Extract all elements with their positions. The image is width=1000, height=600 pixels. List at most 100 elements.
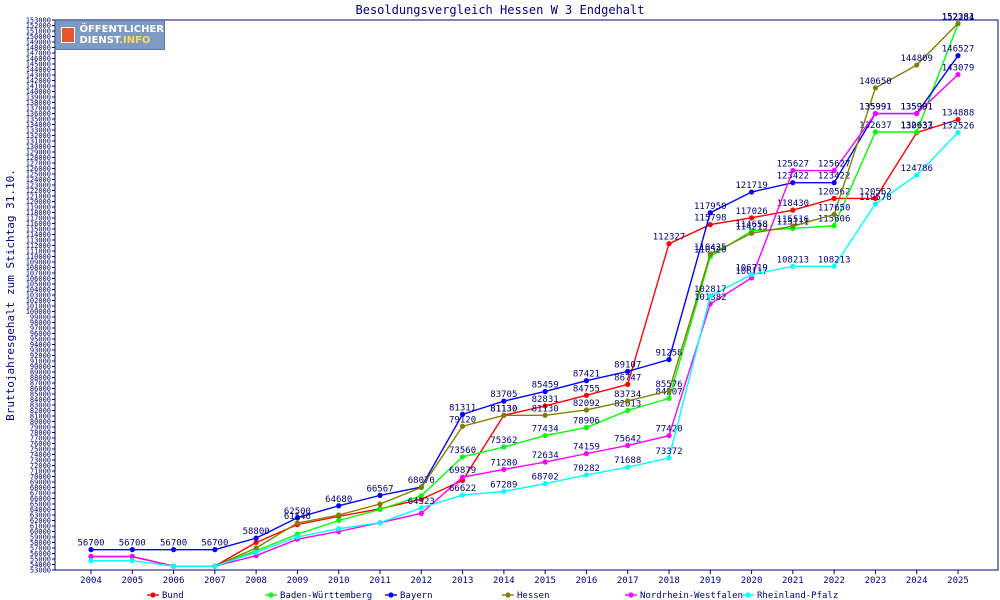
data-label: 132526 <box>942 122 975 132</box>
y-tick-label: 97000 <box>30 325 51 333</box>
data-label: 119578 <box>859 193 892 203</box>
data-point <box>88 547 94 553</box>
data-point <box>790 207 796 213</box>
data-label: 84755 <box>573 384 600 394</box>
y-tick-label: 105000 <box>26 281 51 289</box>
data-point <box>170 563 177 569</box>
y-tick-label: 96000 <box>30 330 51 338</box>
data-point <box>418 493 424 499</box>
legend-marker <box>388 592 394 598</box>
data-label: 114658 <box>735 220 768 230</box>
y-tick-label: 87000 <box>30 380 51 388</box>
legend-marker <box>505 592 511 598</box>
data-point <box>790 223 796 229</box>
y-tick-label: 95000 <box>30 336 51 344</box>
data-label: 72634 <box>532 451 559 461</box>
y-tick-label: 53000 <box>30 567 51 575</box>
data-label: 108213 <box>777 255 810 265</box>
data-label: 68070 <box>408 476 435 486</box>
data-point <box>336 526 342 532</box>
y-tick-label: 125000 <box>26 171 51 179</box>
data-point <box>418 484 424 491</box>
data-label: 89107 <box>614 360 641 370</box>
data-point <box>955 20 961 27</box>
legend-marker <box>268 592 274 598</box>
data-label: 82013 <box>614 399 641 409</box>
x-tick-label: 2004 <box>80 576 102 586</box>
data-label: 66567 <box>366 484 393 494</box>
y-tick-label: 148000 <box>26 44 51 52</box>
x-tick-label: 2014 <box>493 576 515 586</box>
oeffentlicher-dienst-logo: ÖFFENTLICHER DIENST.INFO <box>55 20 165 50</box>
data-point <box>625 368 631 375</box>
y-tick-label: 150000 <box>26 33 51 41</box>
data-point <box>459 454 466 460</box>
data-point <box>294 515 301 521</box>
x-tick-label: 2013 <box>452 576 474 586</box>
data-point <box>253 545 259 551</box>
logo-text: ÖFFENTLICHER DIENST.INFO <box>79 24 164 46</box>
x-tick-label: 2007 <box>204 576 226 586</box>
y-tick-label: 145000 <box>26 61 51 69</box>
y-tick-label: 109000 <box>26 259 51 267</box>
y-tick-label: 79000 <box>30 424 51 432</box>
data-point <box>707 222 713 228</box>
y-tick-label: 85000 <box>30 391 51 399</box>
data-label: 85576 <box>655 380 682 390</box>
y-tick-label: 152000 <box>26 22 51 30</box>
series-line <box>91 74 959 567</box>
data-point <box>625 407 631 414</box>
x-tick-label: 2011 <box>369 576 391 586</box>
data-label: 110520 <box>694 246 727 256</box>
data-point <box>542 481 548 487</box>
y-tick-label: 54000 <box>30 561 51 569</box>
data-label: 75362 <box>490 436 517 446</box>
data-point <box>872 201 879 207</box>
data-label: 77434 <box>532 425 559 435</box>
data-point <box>377 501 383 507</box>
y-tick-label: 115000 <box>26 226 51 234</box>
data-label: 120562 <box>859 187 892 197</box>
y-tick-label: 137000 <box>26 105 51 113</box>
data-label: 121719 <box>735 181 768 191</box>
data-label: 112327 <box>653 233 686 243</box>
data-label: 115798 <box>694 214 727 224</box>
y-tick-label: 130000 <box>26 143 51 151</box>
series-line <box>91 132 959 567</box>
data-label: 125627 <box>818 160 851 170</box>
y-tick-label: 77000 <box>30 435 51 443</box>
data-point <box>625 442 631 449</box>
data-label: 82092 <box>573 399 600 409</box>
data-label: 74159 <box>573 443 600 453</box>
data-point <box>955 53 961 59</box>
data-point <box>336 512 342 518</box>
data-point <box>666 455 672 461</box>
legend-entry: Nordrhein-Westfalen <box>640 591 743 600</box>
data-label: 69879 <box>449 466 476 476</box>
data-label: 134888 <box>942 109 975 119</box>
series-line <box>91 55 959 551</box>
y-axis-label: Bruttojahresgehalt zum Stichtag 31.10. <box>4 169 17 421</box>
data-point <box>914 172 920 178</box>
data-point <box>831 223 837 229</box>
y-tick-label: 57000 <box>30 545 51 553</box>
data-label: 81130 <box>532 404 559 414</box>
x-tick-label: 2012 <box>410 576 432 586</box>
y-tick-label: 55000 <box>30 556 51 564</box>
legend-marker <box>628 592 634 598</box>
data-label: 68702 <box>532 473 559 483</box>
data-label: 152284 <box>942 13 975 23</box>
y-tick-label: 83000 <box>30 402 51 410</box>
data-label: 75642 <box>614 434 641 444</box>
y-tick-label: 113000 <box>26 237 51 245</box>
data-point <box>748 230 755 236</box>
data-point <box>129 553 135 560</box>
x-tick-label: 2025 <box>947 576 969 586</box>
data-label: 85459 <box>532 380 559 390</box>
x-tick-label: 2010 <box>328 576 350 586</box>
y-tick-label: 118000 <box>26 209 51 217</box>
x-tick-label: 2020 <box>741 576 763 586</box>
y-tick-label: 59000 <box>30 534 51 542</box>
y-tick-label: 121000 <box>26 193 51 201</box>
